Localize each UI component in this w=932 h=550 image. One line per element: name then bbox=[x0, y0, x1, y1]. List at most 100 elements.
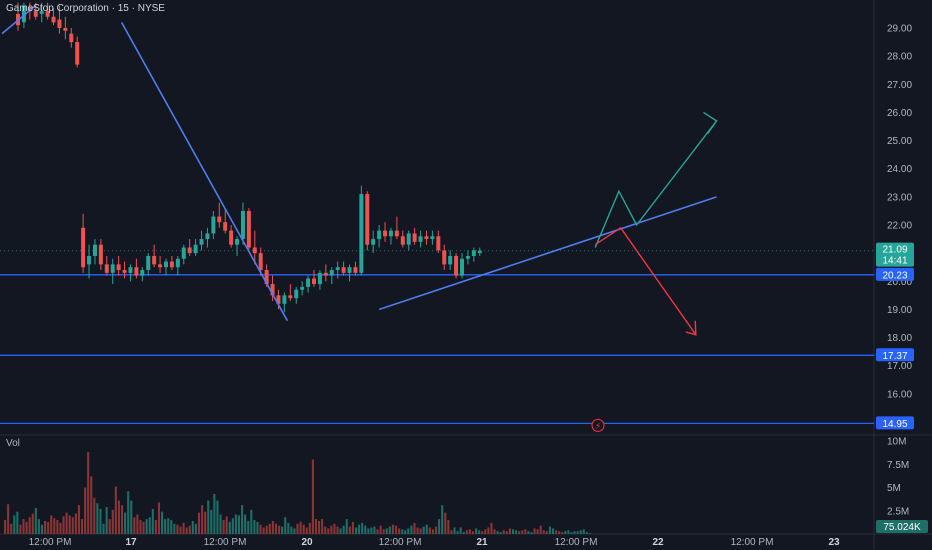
volume-bar bbox=[527, 531, 530, 534]
candle-body bbox=[134, 267, 139, 276]
candle-body bbox=[353, 267, 358, 273]
candle-body bbox=[430, 236, 435, 240]
volume-bar bbox=[450, 530, 453, 534]
candle-body bbox=[442, 250, 447, 265]
candle-body bbox=[436, 236, 441, 251]
volume-bar bbox=[530, 532, 533, 534]
candle-body bbox=[81, 227, 86, 268]
volume-bar bbox=[336, 526, 339, 534]
volume-bar bbox=[293, 528, 296, 534]
volume-bar bbox=[324, 526, 327, 534]
volume-bar bbox=[250, 509, 253, 534]
volume-bar bbox=[311, 459, 314, 534]
volume-bar bbox=[90, 476, 93, 534]
candle-body bbox=[75, 42, 80, 65]
candle-body bbox=[63, 28, 68, 31]
volume-bar bbox=[459, 527, 462, 534]
volume-bar bbox=[419, 528, 422, 534]
volume-bar bbox=[428, 527, 431, 534]
volume-bar bbox=[31, 513, 34, 534]
volume-bar bbox=[213, 494, 216, 534]
volume-bar bbox=[216, 500, 219, 534]
volume-bar bbox=[496, 531, 499, 534]
candle-body bbox=[471, 250, 476, 256]
level-price-tag-label: 14.95 bbox=[882, 419, 907, 430]
volume-bar bbox=[37, 519, 40, 534]
volume-bar bbox=[53, 518, 56, 534]
volume-bar bbox=[456, 531, 459, 534]
bullish-scenario-path bbox=[594, 120, 718, 248]
volume-bar bbox=[354, 527, 358, 534]
volume-bar bbox=[505, 531, 508, 534]
volume-bar bbox=[71, 517, 74, 534]
candle-body bbox=[57, 19, 62, 28]
volume-bar bbox=[573, 531, 576, 534]
volume-bar bbox=[321, 519, 324, 534]
volume-bar bbox=[157, 502, 161, 534]
volume-bar bbox=[542, 530, 545, 534]
volume-bar bbox=[401, 529, 404, 534]
volume-bar bbox=[148, 517, 151, 534]
candle-body bbox=[240, 210, 245, 240]
volume-bar bbox=[499, 532, 502, 534]
current-price-value: 21.09 bbox=[882, 245, 907, 256]
candle-body bbox=[21, 5, 26, 23]
candle-body bbox=[181, 247, 186, 259]
volume-bar bbox=[475, 528, 478, 534]
volume-bar bbox=[330, 525, 333, 534]
candle-body bbox=[412, 233, 417, 242]
volume-bar bbox=[471, 531, 475, 534]
volume-bar bbox=[444, 512, 447, 534]
candle-body bbox=[223, 222, 228, 231]
volume-last-value-label: 75.024K bbox=[883, 522, 921, 533]
volume-bar bbox=[62, 516, 65, 534]
volume-bar bbox=[50, 515, 53, 534]
candle-body bbox=[454, 255, 459, 276]
candle-body bbox=[460, 258, 464, 276]
candle-body bbox=[477, 250, 482, 254]
candle-body bbox=[217, 216, 222, 223]
volume-bar bbox=[314, 519, 318, 534]
volume-bar bbox=[87, 452, 90, 534]
price-tick-label: 20.00 bbox=[887, 277, 912, 288]
candle-body bbox=[104, 264, 109, 273]
volume-bar bbox=[342, 525, 345, 534]
volume-tick-label: 2.5M bbox=[887, 506, 909, 517]
volume-bar bbox=[521, 530, 524, 534]
candle-body bbox=[146, 255, 151, 271]
price-tick-label: 25.00 bbox=[887, 136, 912, 147]
price-tick-label: 26.00 bbox=[887, 108, 912, 119]
candle-body bbox=[246, 210, 251, 248]
volume-bar bbox=[102, 523, 105, 534]
volume-bar bbox=[302, 524, 305, 534]
volume-bar bbox=[493, 529, 496, 534]
candle-body bbox=[252, 247, 257, 254]
volume-bar bbox=[305, 527, 308, 534]
lightning-icon: ⚡ bbox=[595, 422, 601, 432]
volume-bar bbox=[228, 521, 231, 534]
candle-body bbox=[329, 270, 334, 276]
price-tick-label: 23.00 bbox=[887, 192, 912, 203]
symbol-title: GameStop Corporation · 15 · NYSE bbox=[6, 3, 165, 14]
volume-bar bbox=[197, 512, 201, 534]
candle-body bbox=[359, 194, 364, 273]
volume-bar bbox=[318, 520, 321, 534]
level-price-tag bbox=[876, 267, 914, 281]
volume-bar bbox=[176, 524, 179, 534]
volume-bar bbox=[234, 514, 237, 534]
volume-bar bbox=[28, 517, 31, 534]
volume-bar bbox=[508, 528, 511, 534]
volume-tick-label: 10M bbox=[887, 437, 906, 448]
volume-bar bbox=[114, 486, 117, 534]
volume-bar bbox=[422, 526, 425, 534]
volume-bar bbox=[65, 512, 68, 534]
volume-bar bbox=[19, 524, 22, 534]
volume-bar bbox=[391, 524, 394, 534]
volume-bar bbox=[438, 519, 441, 534]
price-tick-label: 29.00 bbox=[887, 24, 912, 35]
volume-bar bbox=[84, 487, 87, 534]
candle-body bbox=[51, 16, 56, 23]
candle-body bbox=[45, 11, 50, 17]
volume-bar bbox=[56, 520, 59, 534]
